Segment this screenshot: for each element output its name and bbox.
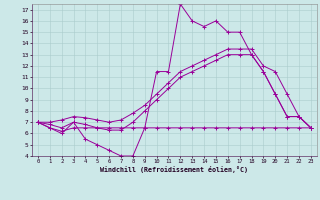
X-axis label: Windchill (Refroidissement éolien,°C): Windchill (Refroidissement éolien,°C) — [100, 166, 248, 173]
